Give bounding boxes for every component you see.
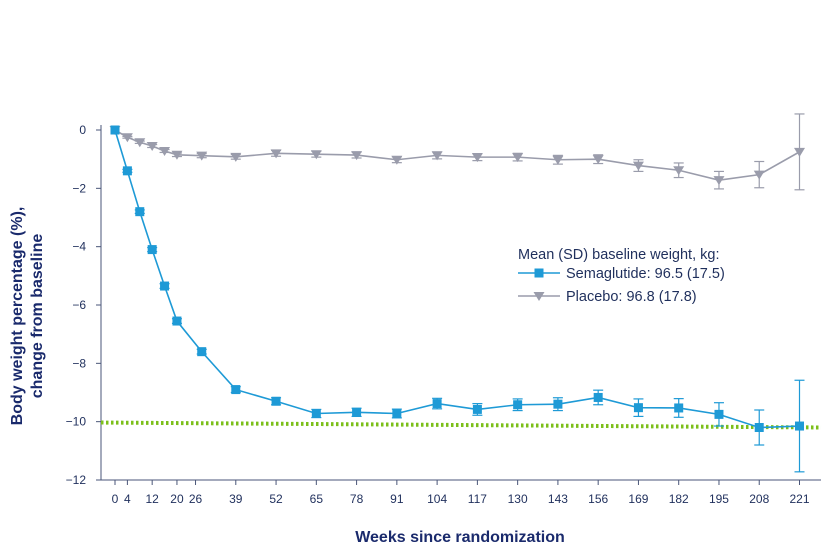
data-point bbox=[431, 151, 443, 161]
x-tick-label: 39 bbox=[229, 492, 243, 506]
data-point bbox=[714, 409, 724, 419]
data-point bbox=[592, 155, 604, 165]
y-axis-title-line-2: change from baseline bbox=[29, 234, 46, 399]
series-placebo bbox=[109, 113, 805, 191]
data-point bbox=[146, 142, 158, 152]
legend-label: Semaglutide: 96.5 (17.5) bbox=[566, 266, 725, 282]
x-tick-label: 130 bbox=[508, 492, 528, 506]
data-point bbox=[122, 166, 132, 176]
data-point bbox=[553, 399, 563, 409]
series-semaglutide bbox=[110, 125, 805, 473]
chart-ticks: 0−2−4−6−8−10−120 4 12 20 26 39 52 65 78 91 104 117 1… bbox=[66, 123, 810, 506]
x-tick-label: 12 bbox=[145, 492, 159, 506]
y-tick-label: −12 bbox=[66, 473, 87, 487]
x-tick-label: 65 bbox=[310, 492, 324, 506]
legend-title: Mean (SD) baseline weight, kg: bbox=[518, 247, 720, 263]
data-point bbox=[472, 404, 482, 414]
x-tick-label: 143 bbox=[548, 492, 568, 506]
data-point bbox=[121, 133, 133, 143]
data-point bbox=[512, 153, 524, 163]
data-point bbox=[392, 409, 402, 418]
x-tick-label: 208 bbox=[749, 492, 769, 506]
y-tick-label: −2 bbox=[72, 181, 86, 195]
x-tick-label: 169 bbox=[628, 492, 648, 506]
x-tick-label: 0 bbox=[112, 492, 119, 506]
x-tick-label: 52 bbox=[269, 492, 283, 506]
y-axis-title: Body weight percentage (%), change from … bbox=[9, 207, 46, 426]
chart-axes bbox=[100, 125, 821, 481]
legend-marker bbox=[533, 292, 545, 301]
data-point bbox=[196, 151, 208, 161]
data-point bbox=[172, 316, 182, 326]
x-axis-title: Weeks since randomization bbox=[355, 529, 565, 546]
data-point bbox=[632, 161, 644, 171]
data-point bbox=[147, 245, 157, 255]
legend-item: Semaglutide: 96.5 (17.5) bbox=[518, 266, 725, 282]
x-tick-label: 78 bbox=[350, 492, 364, 506]
data-point bbox=[674, 403, 684, 413]
data-point bbox=[753, 170, 765, 180]
x-tick-label: 91 bbox=[390, 492, 404, 506]
x-tick-label: 182 bbox=[669, 492, 689, 506]
data-point bbox=[552, 155, 564, 165]
series-line bbox=[114, 129, 800, 181]
data-point bbox=[310, 150, 322, 160]
legend-label: Placebo: 96.8 (17.8) bbox=[566, 289, 697, 305]
data-point bbox=[231, 385, 241, 395]
data-point bbox=[134, 138, 146, 148]
data-point bbox=[159, 147, 171, 156]
data-point bbox=[351, 151, 363, 161]
data-point bbox=[432, 399, 442, 409]
data-point bbox=[171, 150, 183, 160]
x-tick-label: 26 bbox=[189, 492, 203, 506]
data-point bbox=[230, 152, 242, 162]
y-tick-label: −10 bbox=[66, 415, 87, 429]
chart-series bbox=[109, 113, 805, 473]
data-point bbox=[197, 347, 207, 357]
data-point bbox=[160, 281, 170, 291]
data-point bbox=[593, 392, 603, 402]
data-point bbox=[352, 407, 362, 417]
y-tick-label: 0 bbox=[79, 123, 86, 137]
x-tick-label: 156 bbox=[588, 492, 608, 506]
reference-line-group bbox=[100, 420, 822, 430]
x-tick-label: 20 bbox=[170, 492, 184, 506]
reference-line bbox=[100, 420, 822, 430]
data-point bbox=[271, 396, 281, 406]
x-tick-label: 4 bbox=[124, 492, 131, 506]
data-point bbox=[673, 166, 685, 176]
x-tick-label: 117 bbox=[468, 492, 487, 506]
y-tick-label: −4 bbox=[72, 240, 86, 254]
legend-item: Placebo: 96.8 (17.8) bbox=[518, 289, 697, 305]
x-tick-label: 221 bbox=[789, 492, 809, 506]
data-point bbox=[795, 421, 804, 431]
x-tick-label: 195 bbox=[709, 492, 729, 506]
legend: Mean (SD) baseline weight, kg: Semagluti… bbox=[518, 247, 725, 305]
data-point bbox=[794, 147, 805, 157]
y-axis-title-line-1: Body weight percentage (%), bbox=[9, 207, 26, 426]
data-point bbox=[754, 423, 764, 432]
data-point bbox=[270, 149, 282, 159]
data-point bbox=[633, 403, 643, 413]
y-tick-label: −8 bbox=[72, 356, 86, 370]
data-point bbox=[110, 125, 120, 135]
data-point bbox=[471, 153, 483, 163]
data-point bbox=[135, 207, 145, 217]
y-tick-label: −6 bbox=[72, 298, 86, 312]
series-line bbox=[114, 129, 800, 429]
x-tick-label: 104 bbox=[427, 492, 447, 506]
legend-marker bbox=[534, 268, 544, 278]
data-point bbox=[713, 176, 725, 186]
data-point bbox=[311, 409, 321, 418]
data-point bbox=[391, 155, 403, 165]
data-point bbox=[513, 400, 523, 410]
